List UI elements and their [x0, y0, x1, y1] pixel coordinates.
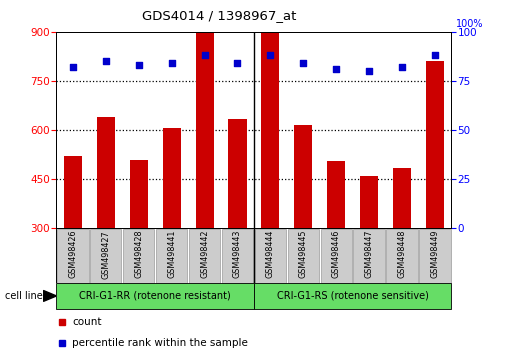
- Bar: [262, 34, 279, 228]
- Point: [134, 62, 143, 68]
- Text: percentile rank within the sample: percentile rank within the sample: [72, 338, 248, 348]
- Point: [365, 68, 373, 74]
- Text: GSM498445: GSM498445: [299, 230, 308, 279]
- Bar: [360, 176, 378, 228]
- Bar: [294, 125, 312, 228]
- Text: GSM498443: GSM498443: [233, 230, 242, 278]
- Bar: [321, 229, 352, 282]
- Text: 100%: 100%: [456, 19, 483, 29]
- Bar: [255, 229, 286, 282]
- Point: [233, 61, 242, 66]
- Bar: [386, 229, 418, 282]
- Polygon shape: [43, 291, 56, 301]
- Bar: [222, 229, 253, 282]
- Bar: [426, 61, 444, 228]
- Bar: [90, 229, 121, 282]
- Bar: [97, 117, 115, 228]
- Bar: [327, 161, 345, 228]
- Text: GSM498449: GSM498449: [430, 230, 439, 279]
- Text: GSM498428: GSM498428: [134, 230, 143, 279]
- Bar: [163, 129, 181, 228]
- Point: [101, 58, 110, 64]
- Bar: [354, 229, 385, 282]
- Text: GSM498426: GSM498426: [69, 230, 77, 279]
- Bar: [56, 283, 254, 309]
- Point: [332, 66, 340, 72]
- Bar: [196, 34, 213, 228]
- Bar: [130, 160, 148, 228]
- Text: GDS4014 / 1398967_at: GDS4014 / 1398967_at: [142, 9, 297, 22]
- Bar: [123, 229, 154, 282]
- Point: [69, 64, 77, 70]
- Text: GSM498448: GSM498448: [397, 230, 406, 278]
- Point: [431, 53, 439, 58]
- Text: CRI-G1-RR (rotenone resistant): CRI-G1-RR (rotenone resistant): [79, 291, 231, 301]
- Text: CRI-G1-RS (rotenone sensitive): CRI-G1-RS (rotenone sensitive): [277, 291, 428, 301]
- Bar: [288, 229, 319, 282]
- Text: count: count: [72, 316, 102, 327]
- Text: GSM498447: GSM498447: [365, 230, 373, 279]
- Bar: [64, 156, 82, 228]
- Bar: [393, 168, 411, 228]
- Text: GSM498446: GSM498446: [332, 230, 340, 278]
- Bar: [189, 229, 220, 282]
- Point: [398, 64, 406, 70]
- Point: [266, 53, 275, 58]
- Point: [200, 53, 209, 58]
- Text: GSM498441: GSM498441: [167, 230, 176, 278]
- Bar: [229, 119, 246, 228]
- Bar: [156, 229, 187, 282]
- Text: GSM498444: GSM498444: [266, 230, 275, 278]
- Point: [167, 61, 176, 66]
- Bar: [254, 283, 451, 309]
- Bar: [419, 229, 450, 282]
- Point: [299, 61, 308, 66]
- Text: GSM498442: GSM498442: [200, 230, 209, 279]
- Bar: [58, 229, 88, 282]
- Text: GSM498427: GSM498427: [101, 230, 110, 279]
- Text: cell line: cell line: [5, 291, 43, 301]
